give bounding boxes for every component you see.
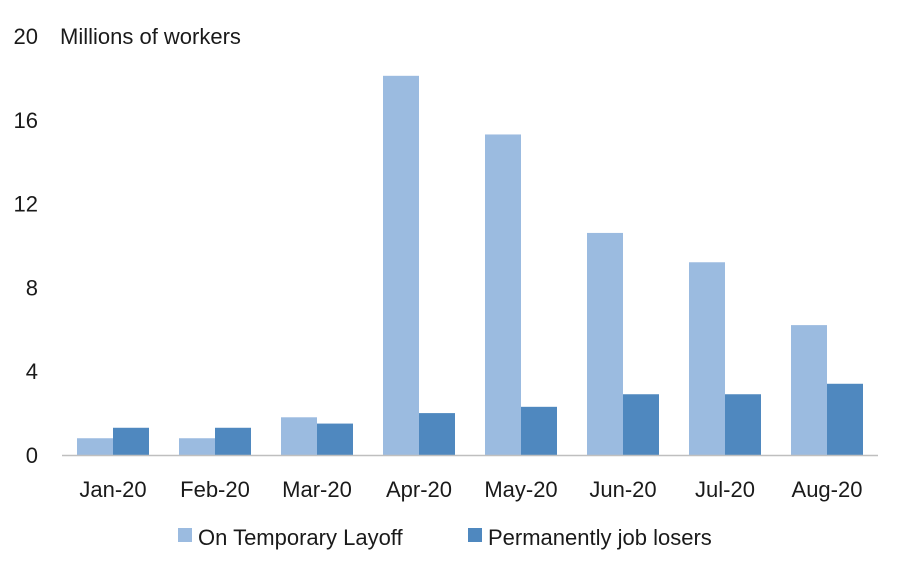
bars [77,75,863,456]
legend-label-permanent-job-losers: Permanently job losers [488,525,712,550]
x-axis-ticks: Jan-20 Feb-20 Mar-20 Apr-20 May-20 Jun-20 Jul-… [79,477,862,502]
legend-swatch-temporary-layoff [178,528,192,542]
bar-permanent-job-losers [521,406,557,455]
x-tick-label: Aug-20 [792,477,863,502]
bar-temporary-layoff [689,262,725,455]
bar-permanent-job-losers [113,427,149,455]
x-tick-label: Jan-20 [79,477,146,502]
x-tick-label: May-20 [484,477,557,502]
y-tick-label: 8 [26,275,38,300]
x-tick-label: Apr-20 [386,477,452,502]
legend-swatch-permanent-job-losers [468,528,482,542]
legend: On Temporary Layoff Permanently job lose… [178,525,712,550]
y-tick-label: 0 [26,443,38,468]
bar-permanent-job-losers [215,427,251,455]
x-tick-label: Mar-20 [282,477,352,502]
x-tick-label: Jul-20 [695,477,755,502]
y-tick-label: 20 [14,24,38,49]
y-tick-label: 4 [26,359,38,384]
bar-temporary-layoff [281,417,317,455]
bar-permanent-job-losers [419,413,455,455]
y-tick-label: 12 [14,192,38,217]
bar-temporary-layoff [179,438,215,455]
bar-temporary-layoff [77,438,113,455]
bar-temporary-layoff [791,325,827,455]
y-tick-label: 16 [14,108,38,133]
bar-temporary-layoff [383,75,419,456]
y-axis-unit-label: Millions of workers [60,24,241,49]
bar-permanent-job-losers [827,383,863,455]
bar-temporary-layoff [587,232,623,455]
legend-label-temporary-layoff: On Temporary Layoff [198,525,404,550]
bar-permanent-job-losers [623,394,659,455]
bar-temporary-layoff [485,134,521,455]
x-tick-label: Feb-20 [180,477,250,502]
x-tick-label: Jun-20 [589,477,656,502]
bar-permanent-job-losers [725,394,761,455]
bar-permanent-job-losers [317,423,353,455]
y-axis-ticks: 0 4 8 12 16 20 [14,24,38,468]
